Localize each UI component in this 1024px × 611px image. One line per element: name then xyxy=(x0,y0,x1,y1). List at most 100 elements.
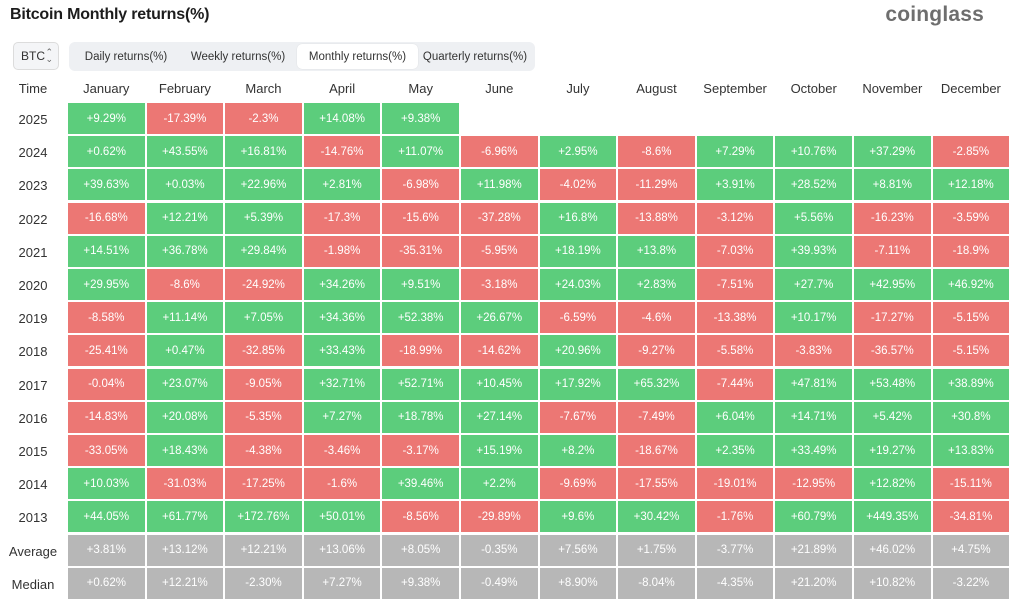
return-cell: +2.81% xyxy=(303,169,381,201)
row-label: Average xyxy=(8,543,58,559)
tab-weekly-returns[interactable]: Weekly returns(%) xyxy=(190,50,286,63)
return-cell: -8.58% xyxy=(68,302,145,334)
return-cell: +17.92% xyxy=(539,368,617,400)
return-cell: -32.85% xyxy=(225,335,302,367)
return-cell: -4.38% xyxy=(225,435,302,466)
return-cell: +2.35% xyxy=(696,435,774,466)
return-cell: +18.19% xyxy=(539,235,617,267)
return-cell: -7.03% xyxy=(696,235,774,267)
row-label: 2013 xyxy=(18,510,48,526)
return-cell: +9.38% xyxy=(382,103,459,134)
return-cell: -3.83% xyxy=(775,335,852,367)
return-cell: +16.8% xyxy=(539,202,617,234)
return-cell: -5.15% xyxy=(932,302,1010,334)
row-label: 2015 xyxy=(18,444,48,459)
return-cell: +13.12% xyxy=(146,534,224,566)
return-cell: +18.78% xyxy=(382,401,459,433)
return-cell: +2.95% xyxy=(539,136,617,168)
return-cell: +2.2% xyxy=(461,468,538,500)
return-cell: +28.52% xyxy=(775,169,852,201)
return-cell: +24.03% xyxy=(539,269,617,300)
row-label: 2023 xyxy=(18,178,48,194)
return-cell: -34.81% xyxy=(932,501,1010,533)
row-label: 2019 xyxy=(18,311,48,327)
month-header-october: October xyxy=(790,80,837,96)
return-cell: -17.25% xyxy=(225,468,302,500)
return-cell: -8.6% xyxy=(146,269,224,300)
return-cell: -15.11% xyxy=(932,468,1010,500)
return-cell: +65.32% xyxy=(618,368,695,400)
return-cell: -17.3% xyxy=(303,202,381,234)
return-cell: +20.08% xyxy=(146,401,224,433)
return-cell: +12.21% xyxy=(225,534,302,566)
return-cell: +14.71% xyxy=(775,401,852,433)
month-header-september: September xyxy=(703,80,767,96)
return-cell xyxy=(461,103,538,134)
return-cell: -12.95% xyxy=(775,468,852,500)
return-cell: -7.51% xyxy=(696,269,774,300)
return-cell: +23.07% xyxy=(146,368,224,400)
return-cell: +0.62% xyxy=(68,567,145,599)
row-label: 2018 xyxy=(18,344,48,360)
return-cell: +27.14% xyxy=(461,401,538,433)
tab-monthly-returns[interactable]: Monthly returns(%) xyxy=(297,44,418,69)
return-cell: +9.6% xyxy=(539,501,617,533)
return-cell: +4.75% xyxy=(932,534,1010,566)
return-cell: +11.98% xyxy=(461,169,538,201)
return-cell: -19.01% xyxy=(696,468,774,500)
return-cell: -17.55% xyxy=(618,468,695,500)
return-cell: +50.01% xyxy=(303,501,381,533)
return-cell: +8.2% xyxy=(539,435,617,466)
return-cell: -6.96% xyxy=(461,136,538,168)
return-cell: +30.42% xyxy=(618,501,695,533)
page-header: Bitcoin Monthly returns(%) coinglass xyxy=(0,0,1024,40)
return-cell: +7.05% xyxy=(225,302,302,334)
return-cell: -14.83% xyxy=(68,401,145,433)
return-cell: +15.19% xyxy=(461,435,538,466)
return-cell: +21.89% xyxy=(775,534,852,566)
return-cell: -31.03% xyxy=(146,468,224,500)
row-label: 2014 xyxy=(18,477,48,493)
return-cell: +47.81% xyxy=(775,368,852,400)
tab-quarterly-returns[interactable]: Quarterly returns(%) xyxy=(422,50,528,63)
return-cell: +0.47% xyxy=(146,335,224,367)
return-cell: -37.28% xyxy=(461,202,538,234)
return-cell: +3.81% xyxy=(68,534,145,566)
return-cell xyxy=(618,103,695,134)
return-cell: -5.95% xyxy=(461,235,538,267)
return-cell: -7.44% xyxy=(696,368,774,400)
return-cell: -7.67% xyxy=(539,401,617,433)
return-cell: +11.14% xyxy=(146,302,224,334)
return-cell: -36.57% xyxy=(854,335,931,367)
asset-select[interactable]: BTC ⌃ ⌄ xyxy=(13,42,59,70)
return-cell xyxy=(854,103,931,134)
table-row: 2022 -16.68% +12.21% +5.39% -17.3% -15.6% -37.… xyxy=(0,202,1024,236)
return-cell: +5.42% xyxy=(854,401,931,433)
return-cell: -18.67% xyxy=(618,435,695,466)
return-cell: +5.56% xyxy=(775,202,852,234)
table-row: 2025 +9.29% -17.39% -2.3% +14.08% +9.38% xyxy=(0,103,1024,136)
return-cell: -35.31% xyxy=(382,235,459,267)
return-cell: +8.05% xyxy=(382,534,459,566)
return-cell: +52.38% xyxy=(382,302,459,334)
return-cell: -13.38% xyxy=(696,302,774,334)
return-cell: +10.82% xyxy=(854,567,931,599)
return-cell: +2.83% xyxy=(618,269,695,300)
return-cell: +13.83% xyxy=(932,435,1010,466)
tab-daily-returns[interactable]: Daily returns(%) xyxy=(84,50,168,63)
return-cell: -0.49% xyxy=(461,567,538,599)
return-cell: +44.05% xyxy=(68,501,145,533)
return-cell: -3.77% xyxy=(696,534,774,566)
return-cell: -29.89% xyxy=(461,501,538,533)
return-cell: +7.29% xyxy=(696,136,774,168)
row-label: 2022 xyxy=(18,211,48,227)
return-cell: -4.02% xyxy=(539,169,617,201)
return-cell: -8.56% xyxy=(382,501,459,533)
month-header-august: August xyxy=(636,80,677,96)
table-row: 2023 +39.63% +0.03% +22.96% +2.81% -6.98% +11.… xyxy=(0,169,1024,202)
coinglass-logo[interactable]: coinglass xyxy=(885,3,984,26)
table-row: 2013 +44.05% +61.77% +172.76% +50.01% -8.56% -… xyxy=(0,501,1024,534)
return-cell xyxy=(697,103,774,134)
table-header-row: Time January February March April May June Jul… xyxy=(0,73,1024,103)
table-row: 2020 +29.95% -8.6% -24.92% +34.26% +9.51% -3.1… xyxy=(0,269,1024,302)
